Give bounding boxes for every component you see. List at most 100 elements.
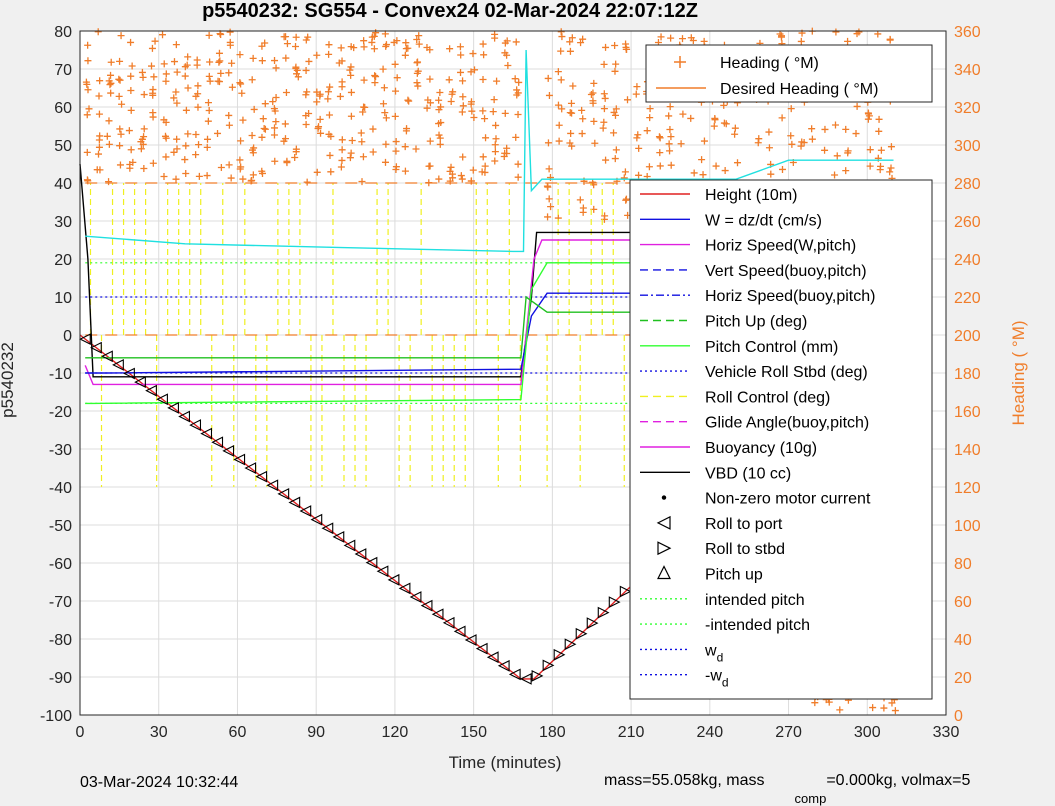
heading-marker: [127, 72, 135, 80]
heading-marker: [270, 131, 278, 139]
heading-marker: [326, 83, 334, 91]
heading-marker: [808, 125, 816, 133]
heading-marker: [280, 33, 288, 41]
heading-marker: [620, 174, 628, 182]
heading-marker: [875, 127, 883, 135]
heading-marker: [392, 147, 400, 155]
heading-marker: [601, 94, 609, 102]
heading-marker: [489, 108, 497, 116]
heading-marker: [426, 75, 434, 83]
heading-marker: [853, 102, 861, 110]
heading-marker: [566, 47, 574, 55]
heading-marker: [545, 165, 553, 173]
heading-marker: [880, 704, 888, 712]
heading-marker: [700, 37, 708, 45]
x-tick-label: 240: [696, 724, 723, 741]
heading-marker: [83, 148, 91, 156]
heading-marker: [412, 145, 420, 153]
roll-to-port-marker: [233, 453, 246, 466]
series-line: [79, 163, 894, 378]
heading-marker: [492, 121, 500, 129]
heading-marker: [887, 164, 895, 172]
heading-marker: [579, 204, 587, 212]
heading-marker: [413, 79, 421, 87]
legend-main-label: Horiz Speed(buoy,pitch): [705, 288, 875, 305]
heading-marker: [248, 76, 256, 84]
heading-marker: [645, 163, 653, 171]
legend-main-label: Pitch Up (deg): [705, 314, 807, 331]
roll-to-port-marker: [420, 599, 433, 612]
heading-marker: [162, 70, 170, 78]
heading-marker: [844, 149, 852, 157]
heading-marker: [423, 104, 431, 112]
heading-marker: [325, 50, 333, 58]
heading-marker: [194, 90, 202, 98]
heading-marker: [635, 144, 643, 152]
heading-marker: [217, 163, 225, 171]
heading-marker: [490, 96, 498, 104]
heading-marker: [722, 120, 730, 128]
heading-marker: [436, 134, 444, 142]
heading-marker: [115, 75, 123, 83]
heading-marker: [347, 112, 355, 120]
y-right-tick-label: 300: [954, 138, 981, 155]
heading-marker: [512, 133, 520, 141]
roll-to-port-marker: [343, 539, 356, 552]
heading-marker: [358, 178, 366, 186]
heading-marker: [690, 169, 698, 177]
heading-marker: [305, 57, 313, 65]
y-tick-label: 40: [54, 176, 72, 193]
roll-to-port-marker: [310, 513, 323, 526]
heading-marker: [84, 41, 92, 49]
heading-marker: [448, 170, 456, 178]
heading-marker: [96, 77, 104, 85]
heading-marker: [656, 162, 664, 170]
heading-marker: [237, 163, 245, 171]
heading-marker: [116, 57, 124, 65]
heading-marker: [370, 45, 378, 53]
heading-marker: [140, 165, 148, 173]
heading-marker: [514, 173, 522, 181]
heading-marker: [305, 110, 313, 118]
heading-marker: [679, 110, 687, 118]
roll-to-port-marker: [200, 427, 213, 440]
heading-marker: [482, 134, 490, 142]
legend-top-label: Desired Heading ( °M): [720, 81, 878, 98]
heading-marker: [346, 66, 354, 74]
heading-marker: [360, 37, 368, 45]
heading-marker: [382, 114, 390, 122]
roll-to-port-marker: [409, 591, 422, 603]
heading-marker: [600, 60, 608, 68]
heading-marker: [116, 142, 124, 150]
heading-marker: [182, 169, 190, 177]
heading-marker: [831, 171, 839, 179]
heading-marker: [236, 156, 244, 164]
heading-marker: [151, 37, 159, 45]
heading-marker: [281, 120, 289, 128]
heading-marker: [866, 162, 874, 170]
heading-marker: [127, 86, 135, 94]
heading-marker: [148, 44, 156, 52]
heading-marker: [866, 146, 874, 154]
heading-marker: [579, 115, 587, 123]
heading-marker: [852, 130, 860, 138]
heading-marker: [250, 144, 258, 152]
heading-marker: [150, 73, 158, 81]
heading-marker: [337, 163, 345, 171]
legend-top-label: Heading ( °M): [720, 55, 819, 72]
heading-marker: [624, 96, 632, 104]
heading-marker: [633, 83, 641, 91]
heading-marker: [402, 45, 410, 53]
heading-marker: [160, 173, 168, 181]
heading-marker: [393, 37, 401, 45]
roll-to-stbd-marker: [575, 627, 588, 640]
heading-marker: [249, 171, 257, 179]
roll-to-stbd-marker: [619, 585, 632, 598]
heading-marker: [578, 130, 586, 138]
heading-marker: [877, 146, 885, 154]
heading-marker: [107, 71, 115, 79]
legend-main-label: Buoyancy (10g): [705, 440, 817, 457]
heading-marker: [436, 140, 444, 148]
heading-marker: [225, 161, 233, 169]
heading-marker: [140, 125, 148, 133]
